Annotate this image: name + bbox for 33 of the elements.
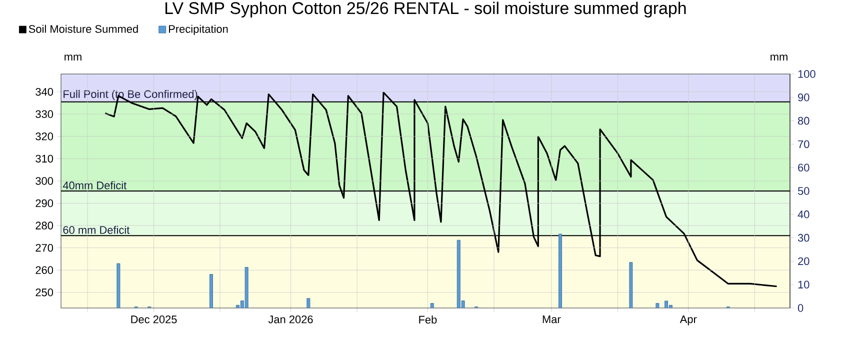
x-tick-label: Dec 2025	[131, 316, 177, 324]
y2-axis-title: mm	[770, 54, 788, 60]
y2-tick-label: 60	[798, 164, 810, 172]
y-tick-label: 250	[36, 288, 54, 296]
y2-tick-label: 50	[798, 187, 810, 195]
y2-tick-label: 100	[798, 70, 816, 78]
x-tick-label: Feb	[419, 316, 437, 324]
y-tick-label: 290	[36, 199, 54, 208]
y-tick-label: 320	[36, 132, 54, 140]
x-tick-label: Apr	[680, 316, 697, 326]
y-tick-label: 310	[36, 154, 54, 163]
y-tick-label: 280	[36, 222, 54, 230]
y-tick-label: 340	[36, 88, 54, 96]
y2-tick-label: 10	[798, 280, 810, 288]
legend-label: Precipitation	[169, 24, 228, 36]
y-tick-label: 260	[36, 266, 54, 274]
y-tick-label: 270	[36, 244, 54, 252]
y2-tick-label: 30	[798, 234, 810, 242]
y2-tick-label: 20	[798, 257, 810, 266]
y2-tick-label: 70	[798, 140, 810, 148]
y2-tick-label: 90	[798, 94, 810, 102]
ref-line-label: 40mm Deficit	[62, 181, 127, 190]
x-tick-label: Mar	[542, 316, 561, 324]
legend-label: Soil Moisture Summed	[28, 24, 138, 33]
x-tick-label: Jan 2026	[268, 316, 313, 324]
ref-line-label: 60 mm Deficit	[63, 226, 130, 234]
y2-tick-label: 80	[798, 116, 810, 125]
y-tick-label: 300	[36, 177, 54, 185]
y2-tick-label: 40	[798, 210, 810, 218]
y2-tick-label: 0	[798, 304, 804, 312]
y-axis-title: mm	[64, 54, 82, 60]
chart-title: LV SMP Syphon Cotton 25/26 RENTAL - soil moisture summed graph	[166, 2, 686, 18]
y-tick-label: 330	[36, 110, 54, 118]
